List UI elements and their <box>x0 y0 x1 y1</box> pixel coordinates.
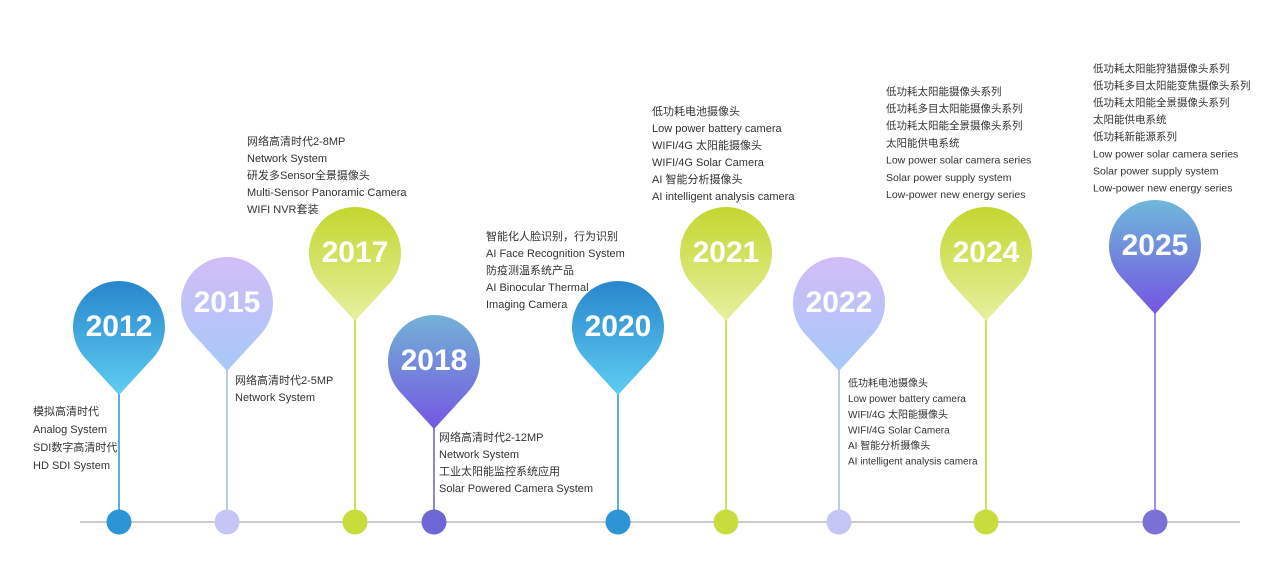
milestone-text: HD SDI System <box>33 460 110 472</box>
milestone-text: 研发多Sensor全景摄像头 <box>247 168 370 182</box>
milestone-text: AI Binocular Thermal <box>486 282 589 294</box>
milestone-text: 防疫测温系统产品 <box>486 263 574 277</box>
milestone-text: 工业太阳能监控系统应用 <box>439 464 560 478</box>
milestone-text: AI intelligent analysis camera <box>848 457 978 468</box>
dot <box>421 509 447 535</box>
milestone-text: Solar power supply system <box>1093 165 1219 177</box>
milestone-text: Low power solar camera series <box>1093 148 1238 160</box>
dot <box>342 509 368 535</box>
milestone-text: Network System <box>235 392 315 404</box>
milestone-text: Analog System <box>33 424 107 436</box>
year: 2015 <box>194 286 261 319</box>
milestone-text: 低功耗太阳能摄像头系列 <box>886 85 1002 98</box>
milestone-text: SDI数字高清时代 <box>33 440 117 454</box>
milestone-text: WIFI NVR套装 <box>247 203 319 216</box>
pin <box>309 207 401 321</box>
milestone-text: 智能化人脸识别，行为识别 <box>486 229 618 243</box>
milestone-text: Multi-Sensor Panoramic Camera <box>247 187 407 199</box>
dot <box>106 509 132 535</box>
milestone-text: Solar power supply system <box>886 172 1012 184</box>
year: 2021 <box>693 236 760 269</box>
year: 2020 <box>585 310 652 343</box>
milestone-text: 低功耗新能源系列 <box>1093 130 1177 143</box>
milestone-text: 网络高清时代2-12MP <box>439 430 544 444</box>
dot <box>605 509 631 535</box>
milestone-text: WIFI/4G Solar Camera <box>652 157 765 169</box>
milestone-text: Low power solar camera series <box>886 155 1031 167</box>
milestone-text: 低功耗电池摄像头 <box>848 377 928 390</box>
pin <box>388 315 481 429</box>
year: 2017 <box>322 236 389 269</box>
year: 2024 <box>953 236 1020 269</box>
milestone-text: Imaging Camera <box>486 299 568 311</box>
milestone-text: 太阳能供电系统 <box>886 136 960 149</box>
milestone-text: AI 智能分析摄像头 <box>652 172 742 186</box>
pin <box>181 257 274 371</box>
milestone-text: WIFI/4G 太阳能摄像头 <box>848 408 948 421</box>
pin <box>572 281 664 395</box>
pin <box>940 207 1033 321</box>
milestone-text: Low-power new energy series <box>1093 182 1232 194</box>
milestone-text: WIFI/4G Solar Camera <box>848 425 950 436</box>
year: 2022 <box>806 286 873 319</box>
milestone-text: Low-power new energy series <box>886 189 1025 201</box>
dot <box>713 509 739 535</box>
year: 2025 <box>1122 229 1189 262</box>
milestone-text: 太阳能供电系统 <box>1093 113 1167 126</box>
milestone-text: AI intelligent analysis camera <box>652 191 795 203</box>
milestone-text: Network System <box>439 449 519 461</box>
milestone-text: Low power battery camera <box>848 394 966 405</box>
pin <box>73 281 165 395</box>
milestone-text: 网络高清时代2-8MP <box>247 134 345 148</box>
milestone-text: AI Face Recognition System <box>486 248 625 260</box>
milestone-text: 低功耗太阳能狩猎摄像头系列 <box>1093 62 1230 75</box>
year: 2012 <box>86 310 153 343</box>
pin <box>793 257 885 371</box>
dot <box>826 509 852 535</box>
pin <box>680 207 773 321</box>
milestone-text: Low power battery camera <box>652 123 782 135</box>
milestone-text: Solar Powered Camera System <box>439 483 593 495</box>
milestone-text: 低功耗电池摄像头 <box>652 104 740 118</box>
milestone-text: 低功耗多目太阳能变焦摄像头系列 <box>1093 79 1251 92</box>
year: 2018 <box>401 344 468 377</box>
milestone-text: 模拟高清时代 <box>33 404 99 418</box>
milestone-text: 低功耗太阳能全景摄像头系列 <box>1093 96 1230 109</box>
dot <box>973 509 999 535</box>
dot <box>1142 509 1168 535</box>
milestone-text: WIFI/4G 太阳能摄像头 <box>652 138 762 152</box>
milestone-text: Network System <box>247 153 327 165</box>
milestone-text: 低功耗太阳能全景摄像头系列 <box>886 119 1023 132</box>
dot <box>214 509 240 535</box>
milestone-text: 低功耗多目太阳能摄像头系列 <box>886 102 1023 115</box>
pin <box>1109 200 1202 314</box>
milestone-text: 网络高清时代2-5MP <box>235 373 333 387</box>
milestone-text: AI 智能分析摄像头 <box>848 439 930 452</box>
